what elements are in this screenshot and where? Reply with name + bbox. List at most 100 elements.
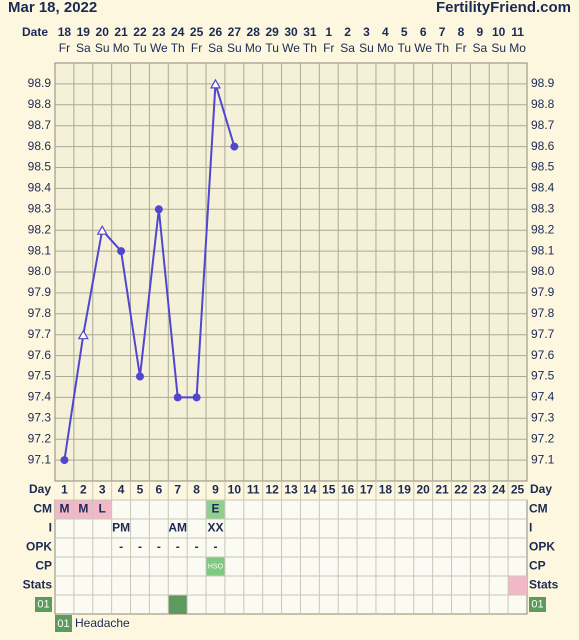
day-number: 7 [174, 483, 181, 497]
cell-highlight [73, 500, 93, 519]
date-label: 27 [228, 25, 242, 39]
day-number: 21 [435, 483, 449, 497]
cell-text: M [59, 502, 69, 516]
cell-highlight [55, 500, 74, 519]
temperature-point [154, 205, 163, 214]
date-label: 22 [133, 25, 147, 39]
weekday-label: Mo [113, 41, 130, 55]
date-label: 24 [171, 25, 185, 39]
y-tick-label-right: 97.9 [531, 285, 555, 299]
temperature-line [63, 83, 236, 461]
weekday-label: Tu [265, 41, 279, 55]
day-number: 10 [228, 483, 242, 497]
day-number: 23 [473, 483, 487, 497]
row-code-box-right [529, 597, 546, 612]
y-tick-label-right: 98.5 [531, 160, 555, 174]
weekday-label: Th [171, 41, 185, 55]
weekday-label: Th [303, 41, 317, 55]
day-number: 8 [193, 483, 200, 497]
y-tick-label-right: 98.6 [531, 139, 555, 153]
cell-highlight [168, 595, 188, 614]
y-tick-label: 98.9 [28, 76, 52, 90]
day-number: 19 [398, 483, 412, 497]
legend-code: 01 [57, 618, 69, 630]
date-label: 2 [344, 25, 351, 39]
cell-text: M [78, 502, 88, 516]
date-label: 5 [401, 25, 408, 39]
day-number: 3 [99, 483, 106, 497]
date-label: 4 [382, 25, 389, 39]
row-label-right: 01 [531, 598, 543, 610]
weekday-label: Su [491, 41, 506, 55]
row-label: CM [33, 502, 52, 516]
row-label-right: I [529, 521, 532, 535]
y-tick-label: 97.3 [28, 410, 52, 424]
weekday-label: Mo [509, 41, 526, 55]
weekday-label: Fr [191, 41, 202, 55]
cell-text: PM [112, 521, 130, 535]
date-label: 29 [265, 25, 279, 39]
row-label: I [49, 521, 52, 535]
date-label: 28 [247, 25, 261, 39]
y-tick-label: 98.4 [28, 181, 52, 195]
cell-highlight [92, 500, 112, 519]
weekday-label: Sa [340, 41, 355, 55]
weekday-label: Tu [397, 41, 411, 55]
cell-highlight [206, 500, 225, 519]
day-number: 24 [492, 483, 506, 497]
weekday-label: Mo [245, 41, 262, 55]
day-number: 17 [360, 483, 374, 497]
weekday-label: Mo [377, 41, 394, 55]
weekday-label: Su [95, 41, 110, 55]
cell-text: - [138, 540, 142, 554]
y-tick-label-right: 97.2 [531, 431, 555, 445]
day-number: 25 [511, 483, 525, 497]
day-number: 5 [137, 483, 144, 497]
row-label: OPK [26, 540, 52, 554]
y-tick-label: 98.8 [28, 97, 52, 111]
date-label: 7 [439, 25, 446, 39]
date-label: 25 [190, 25, 204, 39]
y-tick-label-right: 98.0 [531, 264, 555, 278]
y-tick-label: 97.5 [28, 369, 52, 383]
chart-date: Mar 18, 2022 [8, 0, 97, 16]
date-label: 1 [325, 25, 332, 39]
cell-highlight [206, 557, 225, 576]
date-label: 23 [152, 25, 166, 39]
date-label: 10 [492, 25, 506, 39]
y-tick-label-right: 97.7 [531, 327, 555, 341]
date-label: Date [22, 25, 48, 39]
temperature-point [135, 372, 144, 381]
weekday-label: Fr [323, 41, 334, 55]
temperature-point [209, 78, 222, 89]
day-number: 14 [303, 483, 317, 497]
day-label-right: Day [530, 482, 552, 496]
y-tick-label-right: 98.9 [531, 76, 555, 90]
day-label: Day [29, 482, 51, 496]
y-tick-label: 98.7 [28, 118, 52, 132]
date-label: 8 [458, 25, 465, 39]
site-name: FertilityFriend.com [436, 0, 571, 16]
weekday-label: We [414, 41, 432, 55]
day-number: 4 [118, 483, 125, 497]
day-number: 1 [61, 483, 68, 497]
weekday-label: Tu [133, 41, 147, 55]
weekday-label: We [150, 41, 168, 55]
y-tick-label-right: 98.3 [531, 201, 555, 215]
day-number: 20 [416, 483, 430, 497]
y-tick-label: 97.9 [28, 285, 52, 299]
weekday-label: Fr [455, 41, 466, 55]
y-tick-label: 97.1 [28, 452, 52, 466]
y-tick-label-right: 98.4 [531, 181, 555, 195]
date-label: 6 [420, 25, 427, 39]
y-tick-label: 98.5 [28, 160, 52, 174]
day-number: 9 [212, 483, 219, 497]
y-tick-label-right: 97.3 [531, 410, 555, 424]
day-number: 13 [284, 483, 298, 497]
y-tick-label-right: 97.8 [531, 306, 555, 320]
day-number: 16 [341, 483, 355, 497]
y-tick-label: 97.4 [28, 390, 52, 404]
legend-swatch [55, 615, 72, 632]
